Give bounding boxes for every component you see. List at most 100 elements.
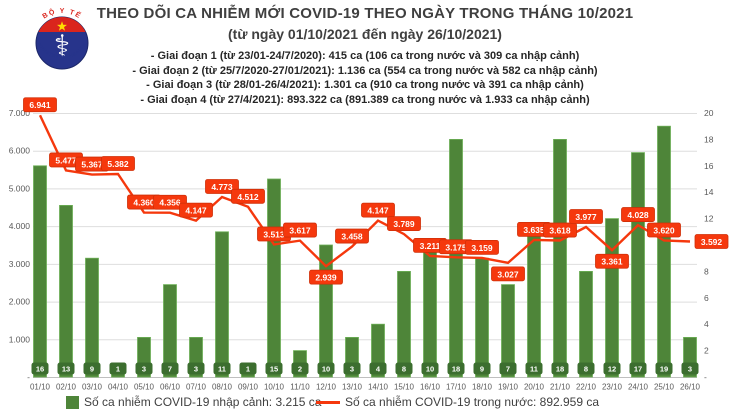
bar-value-badge xyxy=(135,362,153,375)
line-label-text: 2.939 xyxy=(315,273,337,283)
bar-value-label: 10 xyxy=(426,365,434,374)
right-axis-tick: 16 xyxy=(704,161,714,171)
bar-value-badge xyxy=(603,362,621,375)
bar-value-badge xyxy=(187,362,205,375)
x-axis-tick: 10/10 xyxy=(264,383,285,392)
bar xyxy=(397,270,411,378)
line-label-box xyxy=(361,202,395,218)
bar xyxy=(527,231,541,378)
page-title: THEO DÕI CA NHIỄM MỚI COVID-19 THEO NGÀY… xyxy=(96,5,634,22)
gridlines xyxy=(33,113,697,378)
bar-value-label: 11 xyxy=(530,365,538,374)
stage-line-1: - Giai đoạn 1 (từ 23/01-24/7/2020): 415 … xyxy=(150,50,580,62)
bar xyxy=(163,284,177,378)
bar xyxy=(501,284,515,378)
line-label-text: 4.147 xyxy=(367,206,389,216)
stage-summary-lines: - Giai đoạn 1 (từ 23/01-24/7/2020): 415 … xyxy=(0,49,730,107)
bar-value-badge xyxy=(31,362,49,375)
x-axis-tick: 11/10 xyxy=(290,383,310,392)
stage-line-4: - Giai đoạn 4 (từ 27/4/2021): 893.322 ca… xyxy=(140,93,590,106)
caduceus-icon: ⚕ xyxy=(54,29,70,64)
x-axis-date-labels: 01/10 02/10 03/10 04/10 05/10 06/10 07/10 08/10… xyxy=(30,383,701,392)
bar-value-label: 9 xyxy=(480,365,484,374)
left-axis-tick: 4.000 xyxy=(9,221,31,231)
legend-item-imported: Số ca nhiễm COVID-19 nhập cảnh: 3.215 ca xyxy=(66,395,321,409)
right-axis-tick: 14 xyxy=(704,187,714,197)
line-label-text: 3.513 xyxy=(263,230,285,240)
bar-value-badge xyxy=(525,362,543,375)
bar-value-badge xyxy=(109,362,127,375)
bar-value-badge xyxy=(291,362,309,375)
line-label-text: 5.367 xyxy=(81,160,103,170)
line-label-box xyxy=(387,216,421,232)
x-axis-tick: 21/10 xyxy=(550,383,571,392)
left-axis-tick: 3.000 xyxy=(9,259,31,269)
bar-value-badge xyxy=(551,362,569,375)
line-label-box xyxy=(465,239,499,255)
bar-value-label: 3 xyxy=(350,365,354,374)
bar-value-badge xyxy=(447,362,465,375)
x-axis-tick: 24/10 xyxy=(628,383,649,392)
line-label-text: 3.620 xyxy=(653,225,675,235)
right-axis-tick: 20 xyxy=(704,108,714,118)
bar xyxy=(59,204,73,378)
right-axis-tick: - xyxy=(704,372,707,382)
line-label-box xyxy=(491,266,525,282)
x-axis-tick: 02/10 xyxy=(56,383,77,392)
x-axis-tick: 26/10 xyxy=(680,383,701,392)
x-axis-tick: 08/10 xyxy=(212,383,233,392)
line-label-text: 3.361 xyxy=(601,257,623,267)
bar-value-label: 4 xyxy=(376,365,381,374)
left-axis-tick: 7.000 xyxy=(9,108,31,118)
bar-value-badge xyxy=(499,362,517,375)
line-label-box xyxy=(205,179,239,194)
line-label-box xyxy=(543,222,577,238)
line-label-text: 4.147 xyxy=(185,206,207,216)
line-label-text: 4.773 xyxy=(211,182,233,192)
bar-value-badge xyxy=(395,362,413,375)
line-label-text: 3.159 xyxy=(471,243,493,253)
stage-line-2: - Giai đoạn 2 (từ 25/7/2020-27/01/2021):… xyxy=(132,64,598,77)
bar-value-label: 3 xyxy=(142,365,146,374)
left-axis-tick: 6.000 xyxy=(9,146,31,156)
line-label-text: 3.618 xyxy=(549,226,571,236)
x-axis-tick: 07/10 xyxy=(186,383,207,392)
bar xyxy=(267,178,281,378)
bar-value-badges: 16 13 9 1 3 7 3 11 1 15 2 10 3 4 8 10 18 9 7 11 18 8 12 17 19 3 xyxy=(31,362,699,375)
bar xyxy=(475,257,489,378)
bar-value-label: 15 xyxy=(270,365,278,374)
left-axis-tick: - xyxy=(27,372,30,382)
bar-value-label: 19 xyxy=(660,365,668,374)
bar-value-label: 11 xyxy=(218,365,226,374)
line-label-box xyxy=(694,234,729,249)
bar-value-label: 9 xyxy=(90,365,94,374)
bar-value-badge xyxy=(369,362,387,375)
bar-value-label: 12 xyxy=(608,365,616,374)
line-label-text: 3.789 xyxy=(393,219,415,229)
line-label-box xyxy=(283,222,317,238)
line-label-text: 3.458 xyxy=(341,232,363,242)
x-axis-tick: 09/10 xyxy=(238,383,259,392)
star-icon xyxy=(57,21,67,31)
page-subtitle: (từ ngày 01/10/2021 đến ngày 26/10/2021) xyxy=(228,26,502,42)
x-axis-tick: 06/10 xyxy=(160,383,181,392)
line-label-text: 3.592 xyxy=(701,237,723,247)
bar-value-label: 2 xyxy=(298,365,302,374)
bar-value-badge xyxy=(655,362,673,375)
bar-value-label: 18 xyxy=(556,365,564,374)
line-label-text: 5.477 xyxy=(55,155,77,165)
bar-value-badge xyxy=(577,362,595,375)
bar-value-badge xyxy=(629,362,647,375)
x-axis-tick: 19/10 xyxy=(498,383,519,392)
bar-value-label: 17 xyxy=(634,365,642,374)
line-label-text: 3.617 xyxy=(289,226,311,236)
line-label-text: 5.382 xyxy=(107,159,129,169)
x-axis-tick: 16/10 xyxy=(420,383,441,392)
bar-value-label: 1 xyxy=(116,365,120,374)
right-axis-tick: 6 xyxy=(704,293,709,303)
line-label-box xyxy=(569,209,603,224)
bar-value-label: 8 xyxy=(402,365,406,374)
legend-label-imported: Số ca nhiễm COVID-19 nhập cảnh: 3.215 ca xyxy=(84,395,322,409)
bar xyxy=(423,244,437,378)
